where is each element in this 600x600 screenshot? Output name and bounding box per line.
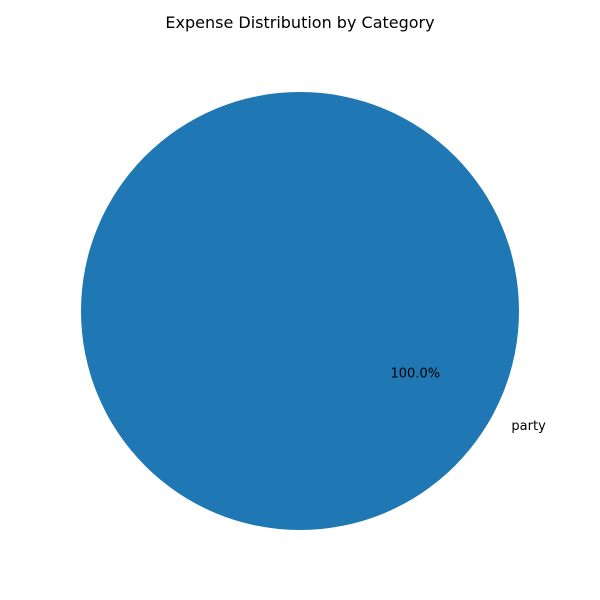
chart-title: Expense Distribution by Category [165, 13, 435, 32]
pie-slice-party [81, 92, 519, 530]
slice-label: party [511, 419, 546, 434]
slice-percent-label: 100.0% [391, 366, 441, 381]
